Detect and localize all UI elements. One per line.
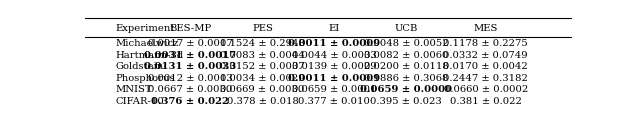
Text: 0.2447 ± 0.3182: 0.2447 ± 0.3182 [444, 74, 528, 83]
Text: 0.0034 ± 0.0029: 0.0034 ± 0.0029 [220, 74, 305, 83]
Text: 0.376 ± 0.022: 0.376 ± 0.022 [151, 97, 229, 106]
Text: 0.1178 ± 0.2275: 0.1178 ± 0.2275 [444, 39, 528, 48]
Text: 0.0152 ± 0.0037: 0.0152 ± 0.0037 [220, 62, 305, 71]
Text: EI: EI [328, 24, 340, 33]
Text: Goldstein: Goldstein [116, 62, 164, 71]
Text: 0.381 ± 0.022: 0.381 ± 0.022 [450, 97, 522, 106]
Text: Experiment: Experiment [116, 24, 175, 33]
Text: Hartmann-3d: Hartmann-3d [116, 51, 184, 60]
Text: 0.0031 ± 0.0017: 0.0031 ± 0.0017 [144, 51, 236, 60]
Text: 0.0011 ± 0.0009: 0.0011 ± 0.0009 [288, 39, 380, 48]
Text: 0.0083 ± 0.0044: 0.0083 ± 0.0044 [220, 51, 305, 60]
Text: 0.0017 ± 0.0017: 0.0017 ± 0.0017 [148, 39, 232, 48]
Text: PES: PES [252, 24, 273, 33]
Text: 0.0659 ± 0.0000: 0.0659 ± 0.0000 [360, 85, 452, 94]
Text: MES: MES [474, 24, 498, 33]
Text: 0.0332 ± 0.0749: 0.0332 ± 0.0749 [444, 51, 528, 60]
Text: 0.0012 ± 0.0013: 0.0012 ± 0.0013 [148, 74, 232, 83]
Text: 0.0011 ± 0.0009: 0.0011 ± 0.0009 [288, 74, 380, 83]
Text: 0.378 ± 0.018: 0.378 ± 0.018 [227, 97, 298, 106]
Text: Phosphorus: Phosphorus [116, 74, 175, 83]
Text: 0.377 ± 0.010: 0.377 ± 0.010 [298, 97, 370, 106]
Text: 0.1524 ± 0.2943: 0.1524 ± 0.2943 [220, 39, 305, 48]
Text: 0.0200 ± 0.0118: 0.0200 ± 0.0118 [364, 62, 449, 71]
Text: CIFAR-10: CIFAR-10 [116, 97, 164, 106]
Text: 0.1886 ± 0.3068: 0.1886 ± 0.3068 [364, 74, 449, 83]
Text: BES-MP: BES-MP [169, 24, 211, 33]
Text: 0.0082 ± 0.0060: 0.0082 ± 0.0060 [364, 51, 449, 60]
Text: UCB: UCB [395, 24, 418, 33]
Text: 0.0659 ± 0.0001: 0.0659 ± 0.0001 [292, 85, 376, 94]
Text: Michaelwicz: Michaelwicz [116, 39, 179, 48]
Text: 0.0044 ± 0.0033: 0.0044 ± 0.0033 [292, 51, 376, 60]
Text: 0.0170 ± 0.0042: 0.0170 ± 0.0042 [444, 62, 528, 71]
Text: 0.0139 ± 0.0029: 0.0139 ± 0.0029 [292, 62, 376, 71]
Text: MNIST: MNIST [116, 85, 152, 94]
Text: 0.0667 ± 0.0030: 0.0667 ± 0.0030 [148, 85, 232, 94]
Text: 0.0660 ± 0.0002: 0.0660 ± 0.0002 [444, 85, 528, 94]
Text: 0.0048 ± 0.0052: 0.0048 ± 0.0052 [364, 39, 449, 48]
Text: 0.0669 ± 0.0030: 0.0669 ± 0.0030 [220, 85, 305, 94]
Text: 0.395 ± 0.023: 0.395 ± 0.023 [371, 97, 442, 106]
Text: 0.0131 ± 0.0033: 0.0131 ± 0.0033 [144, 62, 236, 71]
